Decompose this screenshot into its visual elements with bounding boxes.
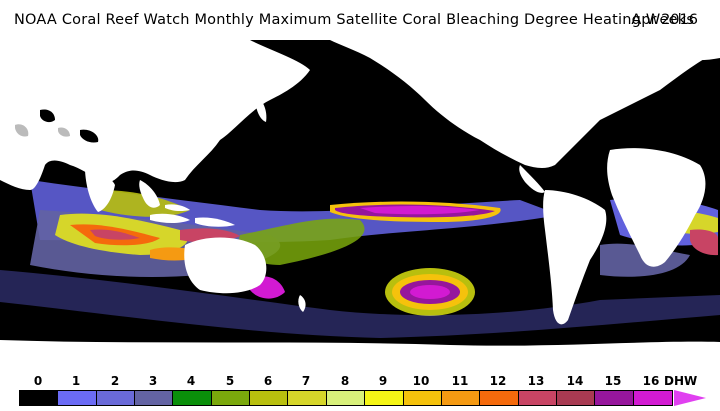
legend-tick: 2 [110, 374, 120, 388]
legend-swatch [440, 390, 481, 406]
map-date: Apr 2016 [631, 12, 698, 28]
heat-stress-areas [0, 180, 720, 338]
legend-tick: 11 [451, 374, 469, 388]
legend-tick: 1 [71, 374, 81, 388]
legend-tick: 4 [186, 374, 196, 388]
legend-swatch [402, 390, 443, 406]
legend-swatch [325, 390, 366, 406]
legend-swatch [287, 390, 328, 406]
land-masses [0, 40, 720, 370]
legend-tick: 12 [489, 374, 507, 388]
legend-tick: 10 [412, 374, 430, 388]
legend-swatch [479, 390, 520, 406]
legend-swatch [19, 390, 59, 406]
legend-swatch [249, 390, 290, 406]
legend-swatch [172, 390, 213, 406]
legend-tick: 5 [225, 374, 235, 388]
legend-tick: 6 [263, 374, 273, 388]
legend-tick: 15 [604, 374, 622, 388]
legend-swatch [134, 390, 175, 406]
legend-tick: 7 [301, 374, 311, 388]
title-bar: NOAA Coral Reef Watch Monthly Maximum Sa… [0, 0, 720, 40]
dhw-legend: 0 1 2 3 4 5 6 7 8 9 10 11 12 13 14 15 16… [0, 370, 720, 411]
legend-swatch [364, 390, 405, 406]
legend-swatch [632, 390, 673, 406]
legend-tick: 14 [566, 374, 584, 388]
legend-swatch [555, 390, 596, 406]
legend-arrow [674, 390, 706, 406]
legend-tick: 9 [378, 374, 388, 388]
legend-tick: 0 [33, 374, 43, 388]
legend-tick: 16 [642, 374, 660, 388]
map-title: NOAA Coral Reef Watch Monthly Maximum Sa… [14, 12, 695, 28]
dhw-map [0, 40, 720, 370]
legend-tick: 3 [148, 374, 158, 388]
legend-swatch [594, 390, 635, 406]
legend-swatch [95, 390, 136, 406]
legend-units: DHW [664, 374, 698, 388]
legend-tick: 13 [527, 374, 545, 388]
legend-swatch [210, 390, 251, 406]
legend-swatch [57, 390, 98, 406]
world-map [0, 40, 720, 370]
legend-swatch [517, 390, 558, 406]
legend-tick: 8 [340, 374, 350, 388]
